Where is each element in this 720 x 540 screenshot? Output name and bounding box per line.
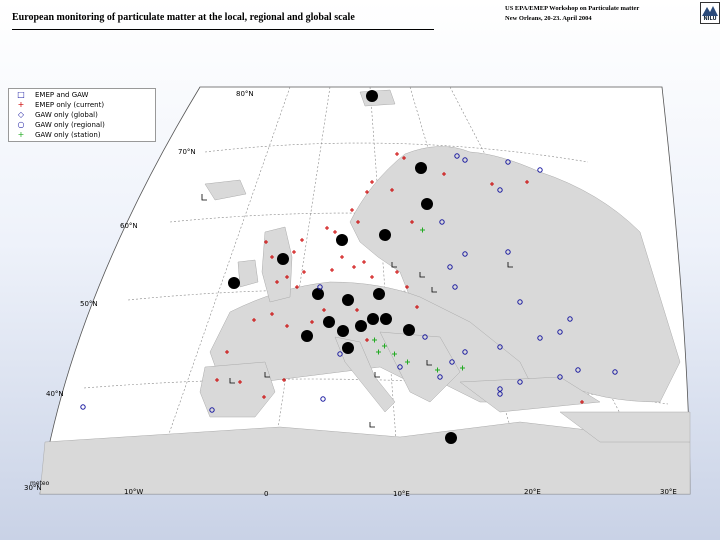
site-marker — [337, 325, 349, 337]
nilu-logo: NILU — [700, 2, 720, 24]
map-credit: meteo — [30, 480, 50, 487]
workshop-header: US EPA/EMEP Workshop on Particulate matt… — [505, 4, 639, 24]
lat-label: 30°N — [24, 484, 42, 492]
legend-item: ○ GAW only (regional) — [13, 121, 153, 130]
legend-label: GAW only (regional) — [35, 121, 105, 129]
site-marker — [421, 198, 433, 210]
map-legend: □ EMEP and GAW + EMEP only (current) ◇ G… — [8, 88, 156, 142]
mountain-logo-icon — [702, 6, 718, 16]
lon-label: 20°E — [524, 488, 541, 496]
lat-label: 60°N — [120, 222, 138, 230]
site-marker — [445, 432, 457, 444]
circle-icon: ○ — [17, 120, 25, 129]
legend-item: + EMEP only (current) — [13, 101, 153, 110]
site-marker — [312, 288, 324, 300]
site-marker — [323, 316, 335, 328]
legend-label: GAW only (global) — [35, 111, 98, 119]
emep-only-sites — [215, 152, 584, 404]
site-marker — [373, 288, 385, 300]
site-marker — [301, 330, 313, 342]
site-marker — [415, 162, 427, 174]
legend-item: + GAW only (station) — [13, 131, 153, 140]
gaw-station-sites — [372, 227, 465, 373]
lon-label: 0 — [264, 490, 269, 498]
site-marker — [403, 324, 415, 336]
lon-label: 30°E — [660, 488, 677, 496]
workshop-name: US EPA/EMEP Workshop on Particulate matt… — [505, 5, 640, 12]
logo-text: NILU — [703, 16, 717, 22]
map-panel: □ EMEP and GAW + EMEP only (current) ◇ G… — [0, 82, 720, 540]
legend-item: ◇ GAW only (global) — [13, 111, 153, 120]
plus-icon: + — [17, 130, 25, 139]
site-marker — [342, 294, 354, 306]
site-zeppelin — [366, 90, 378, 102]
major-sites — [228, 90, 457, 444]
emep-gaw-sites — [201, 194, 513, 428]
lat-label: 70°N — [178, 148, 196, 156]
site-marker — [355, 320, 367, 332]
europe-map — [39, 86, 691, 495]
lon-label: 10°W — [124, 488, 144, 496]
lat-label: 40°N — [46, 390, 64, 398]
site-marker — [336, 234, 348, 246]
lon-label: 10°E — [393, 490, 410, 498]
slide-title: European monitoring of particulate matte… — [12, 12, 355, 23]
site-marker — [379, 229, 391, 241]
gaw-regional-sites — [80, 153, 618, 413]
legend-item: □ EMEP and GAW — [13, 91, 153, 100]
diamond-icon: ◇ — [17, 110, 25, 119]
title-underline — [12, 29, 434, 30]
lat-label: 50°N — [80, 300, 98, 308]
square-icon: □ — [17, 90, 25, 99]
legend-label: GAW only (station) — [35, 131, 101, 139]
legend-label: EMEP and GAW — [35, 91, 89, 99]
site-marker — [367, 313, 379, 325]
workshop-date: New Orleans, 20-23. April 2004 — [505, 15, 592, 22]
site-marker — [380, 313, 392, 325]
site-marker — [228, 277, 240, 289]
legend-label: EMEP only (current) — [35, 101, 105, 109]
site-marker — [277, 253, 289, 265]
plus-icon: + — [17, 100, 25, 109]
site-marker — [342, 342, 354, 354]
lat-label: 80°N — [236, 90, 254, 98]
